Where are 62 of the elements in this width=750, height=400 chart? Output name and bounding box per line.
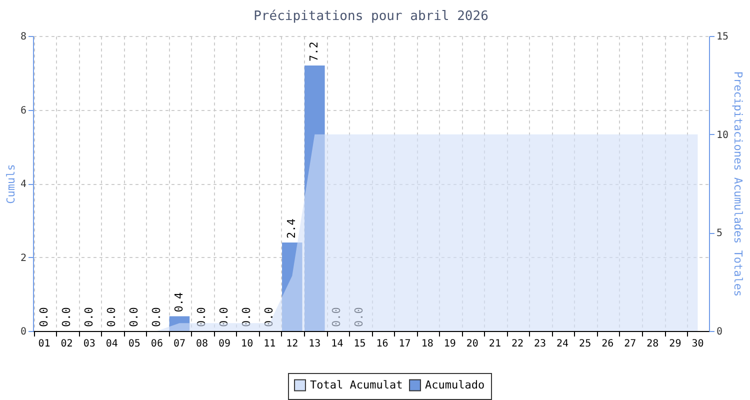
data-label: 2.4	[285, 218, 298, 238]
data-label: 7.2	[308, 42, 321, 62]
x-tick-label: 18	[421, 338, 434, 350]
x-tick-label: 30	[692, 338, 704, 350]
x-tick-label: 25	[579, 338, 592, 350]
data-label: 0.0	[352, 307, 366, 327]
x-tick-label: 12	[286, 338, 298, 350]
y-tick-label: 4	[20, 179, 26, 190]
legend-label: Acumulado	[425, 378, 485, 392]
y2-tick-label: 5	[716, 228, 723, 240]
x-tick-label: 05	[128, 338, 140, 350]
x-tick-label: 24	[556, 338, 569, 350]
y-tick-label: 2	[20, 252, 26, 264]
x-tick-label: 01	[38, 338, 50, 350]
x-tick-label: 09	[218, 338, 231, 350]
x-tick-label: 28	[646, 338, 659, 350]
x-tick-label: 06	[150, 338, 163, 350]
x-tick-label: 15	[354, 338, 366, 350]
x-tick-label: 03	[83, 338, 96, 350]
x-tick-label: 08	[196, 338, 208, 350]
bar	[304, 66, 325, 331]
x-tick-label: 26	[602, 338, 614, 350]
y2-tick-label: 15	[716, 32, 729, 42]
bar	[282, 242, 302, 331]
x-tick-label: 27	[624, 338, 636, 350]
x-tick-label: 13	[308, 338, 321, 350]
x-tick-label: 19	[444, 338, 456, 350]
x-tick-label: 29	[669, 338, 682, 350]
x-tick-label: 21	[488, 338, 501, 350]
bar	[169, 316, 190, 331]
legend-label: Total Acumulat	[310, 378, 403, 392]
chart-title: Précipitations pour abril 2026	[254, 9, 488, 24]
x-tick-label: 16	[376, 338, 388, 350]
y-tick-label: 8	[20, 32, 26, 42]
x-tick-label: 02	[60, 338, 73, 350]
y2-tick-label: 10	[716, 130, 729, 141]
y-axis-title: Cumuls	[4, 164, 18, 204]
data-label: 0.4	[172, 292, 186, 312]
data-label: 0.0	[195, 307, 208, 327]
x-tick-label: 23	[534, 338, 546, 350]
data-label: 0.0	[240, 307, 254, 327]
x-tick-label: 14	[331, 338, 344, 350]
y-tick-label: 0	[20, 326, 26, 338]
data-label: 0.0	[262, 307, 276, 327]
data-label: 0.0	[330, 307, 344, 327]
x-tick-label: 11	[264, 338, 276, 350]
x-tick-label: 07	[173, 338, 186, 350]
y2-axis-title: Precipitaciones Acumulades Totales	[732, 71, 745, 297]
x-tick-label: 17	[398, 338, 411, 350]
x-tick-label: 04	[106, 338, 118, 350]
x-tick-label: 10	[241, 338, 254, 350]
data-label: 0.0	[60, 307, 73, 327]
data-label: 0.0	[37, 307, 50, 327]
y2-tick-label: 0	[716, 326, 723, 338]
x-tick-label: 20	[466, 338, 478, 350]
data-label: 0.0	[150, 307, 163, 327]
data-label: 0.0	[82, 307, 96, 327]
data-label: 0.0	[104, 307, 118, 327]
data-label: 0.0	[127, 307, 140, 327]
y-tick-label: 6	[20, 105, 26, 116]
x-tick-label: 22	[511, 338, 524, 350]
data-label: 0.0	[218, 307, 231, 327]
